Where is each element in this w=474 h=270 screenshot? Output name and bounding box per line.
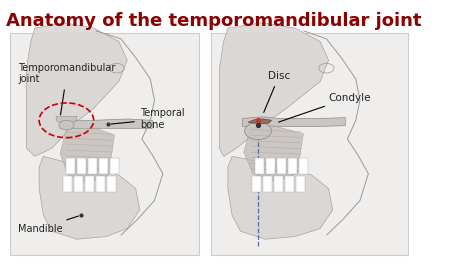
FancyBboxPatch shape: [10, 33, 199, 255]
Polygon shape: [277, 158, 286, 174]
Polygon shape: [64, 176, 72, 193]
Text: Temporal
bone: Temporal bone: [111, 108, 184, 130]
Polygon shape: [85, 176, 94, 193]
Polygon shape: [285, 176, 294, 193]
Polygon shape: [219, 23, 328, 156]
Polygon shape: [274, 176, 283, 193]
Polygon shape: [252, 176, 261, 193]
Polygon shape: [99, 158, 108, 174]
Polygon shape: [39, 156, 140, 239]
Text: Condyle: Condyle: [279, 93, 371, 122]
Polygon shape: [299, 158, 308, 174]
Polygon shape: [266, 158, 275, 174]
Polygon shape: [66, 158, 75, 174]
Circle shape: [245, 122, 272, 140]
Text: Disc: Disc: [264, 71, 290, 112]
Polygon shape: [243, 117, 345, 126]
Polygon shape: [107, 176, 116, 193]
Polygon shape: [96, 176, 105, 193]
Polygon shape: [296, 176, 305, 193]
Polygon shape: [263, 176, 272, 193]
Polygon shape: [74, 176, 83, 193]
Polygon shape: [56, 116, 77, 123]
Polygon shape: [88, 158, 97, 174]
Polygon shape: [255, 158, 264, 174]
Polygon shape: [27, 23, 127, 156]
Text: Anatomy of the temporomandibular joint: Anatomy of the temporomandibular joint: [6, 12, 421, 30]
Polygon shape: [110, 158, 119, 174]
Polygon shape: [77, 158, 86, 174]
Polygon shape: [60, 128, 115, 183]
Polygon shape: [248, 119, 272, 124]
Polygon shape: [228, 156, 333, 239]
Polygon shape: [244, 126, 303, 182]
Text: Temporomandibular
joint: Temporomandibular joint: [18, 63, 116, 115]
Circle shape: [59, 120, 74, 130]
Text: Mandible: Mandible: [18, 216, 78, 234]
Polygon shape: [60, 119, 152, 128]
Polygon shape: [288, 158, 297, 174]
FancyBboxPatch shape: [211, 33, 408, 255]
